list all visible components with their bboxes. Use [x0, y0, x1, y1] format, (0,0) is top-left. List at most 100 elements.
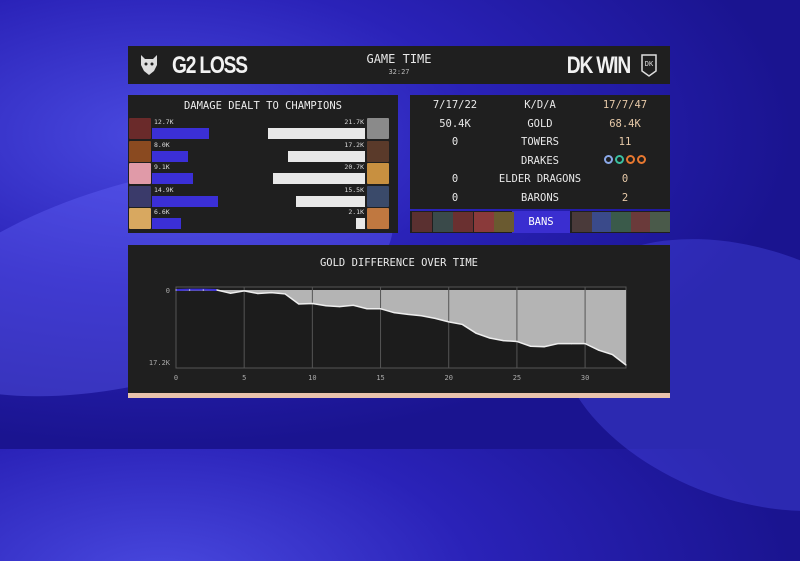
left-damage-value: 6.6K [154, 208, 170, 216]
data-point [353, 305, 354, 306]
data-point [434, 318, 435, 319]
data-point [230, 293, 231, 294]
g2-ban-champion-icon [433, 212, 453, 232]
x-tick-label: 15 [376, 374, 384, 382]
data-point [203, 289, 204, 290]
data-point [557, 343, 558, 344]
x-tick-label: 0 [174, 374, 178, 382]
data-point [298, 303, 299, 304]
left-damage-value: 14.9K [154, 186, 174, 194]
dk-ban-champion-icon [631, 212, 651, 232]
infernal-drake-icon [626, 155, 635, 164]
right-damage-bar [296, 196, 365, 207]
x-tick-label: 25 [513, 374, 521, 382]
g2-stat-value: 0 [410, 192, 500, 204]
data-point [312, 303, 313, 304]
right-champion-icon [367, 163, 389, 184]
data-point [175, 289, 176, 290]
bottom-accent-strip [128, 393, 670, 398]
data-point [394, 312, 395, 313]
data-point [325, 305, 326, 306]
dk-ban-champion-icon [611, 212, 631, 232]
dk-ban-champion-icon [650, 212, 670, 232]
data-point [257, 293, 258, 294]
y-tick-label: 17.2K [149, 359, 171, 367]
right-damage-bar [268, 128, 365, 139]
right-champion-icon [367, 141, 389, 162]
g2-stat-value: 7/17/22 [410, 99, 500, 111]
damage-title: DAMAGE DEALT TO CHAMPIONS [128, 100, 398, 112]
data-point [421, 315, 422, 316]
data-point [489, 337, 490, 338]
stat-label: TOWERS [490, 136, 590, 148]
g2-stat-value: 50.4K [410, 118, 500, 130]
x-tick-label: 20 [445, 374, 453, 382]
left-champion-icon [129, 186, 151, 207]
data-point [625, 364, 626, 365]
data-point [584, 343, 585, 344]
dk-stat-value: 0 [580, 173, 670, 185]
left-damage-bar [152, 218, 181, 229]
g2-stat-value: 0 [410, 173, 500, 185]
stat-label: K/D/A [490, 99, 590, 111]
data-point [189, 289, 190, 290]
data-point [516, 341, 517, 342]
left-damage-value: 12.7K [154, 118, 174, 126]
stat-label: ELDER DRAGONS [490, 173, 590, 185]
game-header: G2 LOSS GAME TIME 32:27 DK WIN DK [128, 46, 670, 84]
dk-logo-icon: DK [638, 53, 660, 77]
dk-ban-champion-icon [592, 212, 612, 232]
bans-label: BANS [512, 211, 570, 233]
dk-stat-value: 2 [580, 192, 670, 204]
dk-stat-value: 68.4K [580, 118, 670, 130]
dk-stat-value [580, 155, 670, 167]
left-champion-icon [129, 163, 151, 184]
right-champion-icon [367, 186, 389, 207]
g2-stat-value: 0 [410, 136, 500, 148]
left-damage-value: 9.1K [154, 163, 170, 171]
dk-ban-champion-icon [572, 212, 592, 232]
right-damage-bar [288, 151, 365, 162]
right-damage-value: 15.5K [344, 186, 364, 194]
right-damage-value: 21.7K [344, 118, 364, 126]
right-damage-value: 2.1K [348, 208, 364, 216]
data-point [380, 308, 381, 309]
data-point [407, 314, 408, 315]
right-damage-bar [356, 218, 365, 229]
data-point [244, 290, 245, 291]
bans-row: BANS [410, 211, 670, 233]
right-damage-value: 20.7K [344, 163, 364, 171]
left-champion-icon [129, 118, 151, 139]
left-champion-icon [129, 208, 151, 229]
dk-stat-value: 17/7/47 [580, 99, 670, 111]
data-point [598, 350, 599, 351]
data-point [571, 343, 572, 344]
right-champion-icon [367, 208, 389, 229]
x-tick-label: 10 [308, 374, 316, 382]
stat-row: DRAKES [410, 155, 670, 169]
right-team-result: DK WIN [567, 52, 630, 80]
data-point [530, 346, 531, 347]
data-point [544, 346, 545, 347]
data-point [284, 293, 285, 294]
g2-ban-champion-icon [453, 212, 473, 232]
right-champion-icon [367, 118, 389, 139]
left-damage-bar [152, 128, 209, 139]
data-point [216, 289, 217, 290]
stat-label: DRAKES [490, 155, 590, 167]
x-tick-label: 5 [242, 374, 246, 382]
data-point [448, 321, 449, 322]
data-point [366, 308, 367, 309]
y-tick-label: 0 [166, 287, 170, 295]
left-damage-bar [152, 196, 218, 207]
data-point [612, 354, 613, 355]
stat-label: GOLD [490, 118, 590, 130]
stat-label: BARONS [490, 192, 590, 204]
